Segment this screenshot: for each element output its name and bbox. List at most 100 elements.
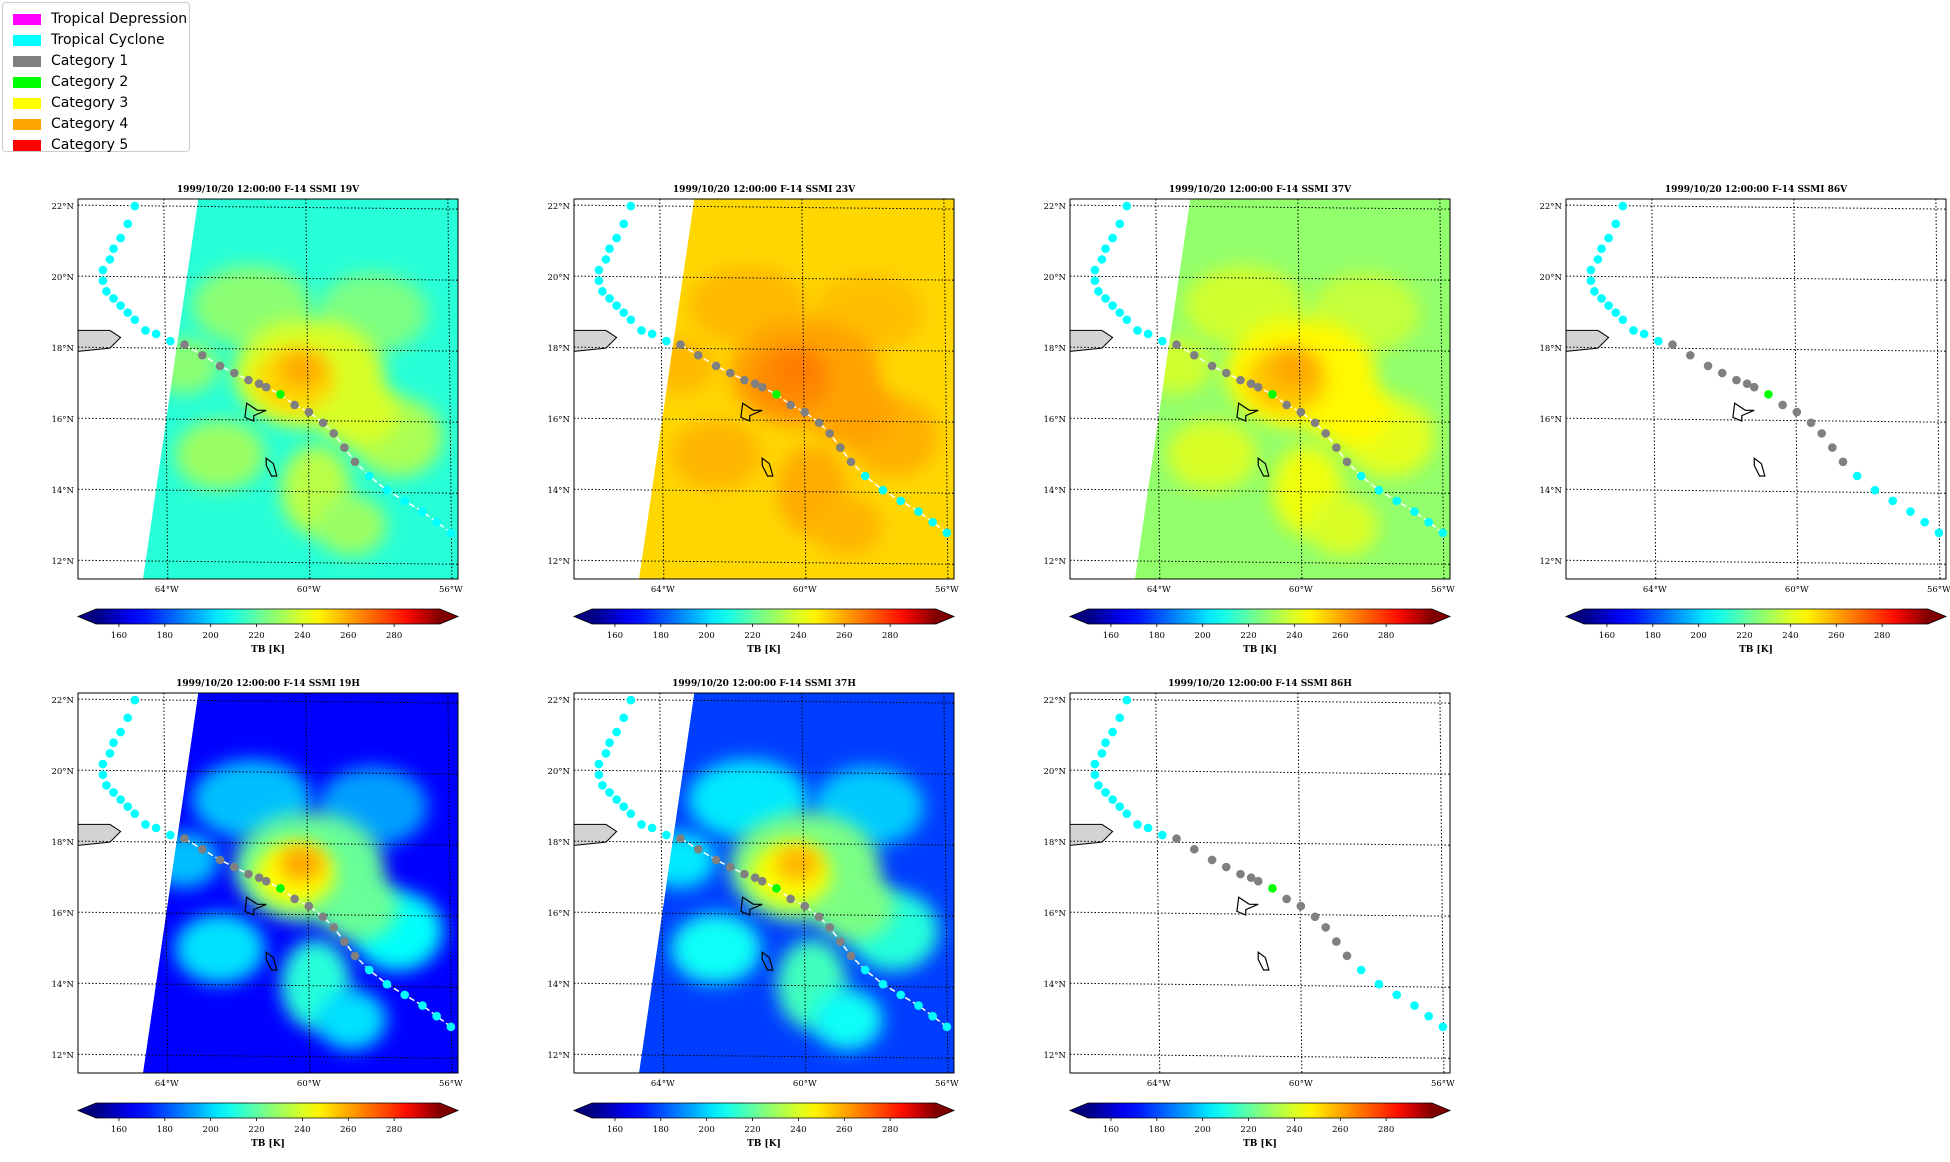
tb-feature bbox=[279, 351, 324, 388]
track-point bbox=[1172, 340, 1181, 349]
map-frame bbox=[1069, 198, 1451, 580]
track-point bbox=[1246, 873, 1256, 882]
colorbar-label: TB [K] bbox=[747, 645, 781, 655]
track-point bbox=[814, 912, 824, 922]
track-point bbox=[1888, 496, 1898, 506]
track-point bbox=[1732, 375, 1741, 385]
track-point bbox=[329, 923, 339, 932]
colorbar-tick-label: 280 bbox=[882, 631, 898, 641]
track-point bbox=[350, 951, 360, 961]
colorbar-tick-label: 160 bbox=[111, 631, 127, 641]
track-point bbox=[860, 965, 870, 975]
track-point bbox=[1438, 528, 1448, 538]
track-point bbox=[1189, 350, 1199, 360]
track-point bbox=[446, 1022, 456, 1032]
track-point bbox=[814, 418, 824, 428]
lat-tick-label: 16°N bbox=[547, 909, 570, 919]
track-point bbox=[1342, 951, 1352, 961]
track-point bbox=[290, 894, 299, 904]
track-point bbox=[626, 809, 636, 819]
track-point bbox=[605, 244, 614, 254]
legend-label: Category 1 bbox=[51, 53, 129, 69]
track-point bbox=[98, 276, 108, 285]
colorbar: 160 180 200 220 240 260 280 TB [K] bbox=[1068, 608, 1452, 655]
legend-item: Tropical Depression bbox=[13, 11, 187, 27]
track-point bbox=[626, 315, 636, 325]
tb-feature bbox=[775, 845, 820, 882]
colorbar-tick-label: 180 bbox=[1645, 631, 1661, 641]
track-point bbox=[254, 873, 264, 882]
lat-tick-label: 20°N bbox=[547, 273, 570, 283]
legend-item: Category 2 bbox=[13, 74, 128, 90]
track-legend: Tropical Depression Tropical Cyclone Categ… bbox=[2, 2, 190, 153]
track-point bbox=[180, 834, 189, 843]
track-point bbox=[130, 809, 140, 819]
legend-swatch bbox=[13, 13, 41, 25]
track-point bbox=[1590, 287, 1599, 296]
track-point bbox=[1410, 507, 1419, 516]
map-panel: 1999/10/20 12:00:00 F-14 SSMI 86H 12°N 14°… bbox=[1010, 646, 1480, 1149]
track-point bbox=[1108, 727, 1117, 737]
colorbar-label: TB [K] bbox=[1243, 645, 1277, 655]
legend-label: Tropical Cyclone bbox=[51, 32, 165, 48]
colorbar-tick-label: 220 bbox=[1240, 631, 1256, 641]
tb-feature bbox=[671, 913, 762, 984]
lat-tick-label: 18°N bbox=[1043, 344, 1066, 354]
colorbar-tick-label: 240 bbox=[294, 631, 310, 641]
track-point bbox=[676, 340, 685, 349]
track-point bbox=[304, 407, 314, 417]
lon-tick-label: 60°W bbox=[297, 585, 321, 595]
track-point bbox=[598, 287, 607, 296]
track-point bbox=[1282, 400, 1291, 410]
panel-title: 1999/10/20 12:00:00 F-14 SSMI 86V bbox=[1665, 185, 1848, 195]
track-point bbox=[619, 713, 629, 723]
legend-label: Category 2 bbox=[51, 74, 129, 90]
track-point bbox=[878, 979, 888, 989]
colorbar-tick-label: 260 bbox=[1332, 1125, 1348, 1135]
track-point bbox=[141, 820, 150, 829]
map-panel: 1999/10/20 12:00:00 F-14 SSMI 37H 12°N 14°… bbox=[514, 646, 984, 1149]
track-point bbox=[98, 759, 108, 769]
track-point bbox=[1101, 294, 1110, 303]
lon-tick-label: 56°W bbox=[1431, 585, 1455, 595]
track-point bbox=[1143, 329, 1153, 339]
track-point bbox=[601, 749, 611, 758]
lat-tick-label: 22°N bbox=[1043, 696, 1066, 706]
colorbar-tick-label: 200 bbox=[203, 631, 219, 641]
track-point bbox=[619, 802, 629, 811]
track-point bbox=[928, 517, 937, 527]
track-point bbox=[400, 496, 410, 506]
tb-feature bbox=[814, 871, 895, 942]
track-point bbox=[1268, 884, 1277, 893]
panel-title: 1999/10/20 12:00:00 F-14 SSMI 37V bbox=[1169, 185, 1352, 195]
track-point bbox=[151, 329, 161, 339]
lat-tick-label: 14°N bbox=[547, 486, 570, 496]
track-point bbox=[1207, 361, 1217, 371]
colorbar-tick-label: 200 bbox=[203, 1125, 219, 1135]
track-point bbox=[1207, 855, 1217, 865]
track-point bbox=[1122, 201, 1132, 211]
track-point bbox=[432, 517, 441, 527]
track-point bbox=[261, 876, 271, 886]
track-point bbox=[1870, 485, 1880, 495]
track-point bbox=[1133, 326, 1142, 335]
track-point bbox=[1586, 276, 1596, 285]
track-point bbox=[676, 834, 685, 843]
map-svg: 1999/10/20 12:00:00 F-14 SSMI 37H 12°N 14°… bbox=[547, 679, 959, 1149]
colorbar-tick-label: 260 bbox=[836, 1125, 852, 1135]
track-point bbox=[105, 255, 115, 264]
track-point bbox=[860, 471, 870, 481]
colorbar: 160 180 200 220 240 260 280 TB [K] bbox=[76, 608, 460, 655]
track-point bbox=[109, 294, 118, 303]
track-point bbox=[1332, 443, 1341, 452]
track-point bbox=[1838, 457, 1848, 467]
tb-feature bbox=[175, 913, 266, 984]
track-point bbox=[896, 496, 906, 506]
track-point bbox=[1122, 695, 1132, 705]
map-frame bbox=[1069, 692, 1451, 1074]
legend-item: Category 1 bbox=[13, 53, 128, 69]
map-panel: 1999/10/20 12:00:00 F-14 SSMI 23V 12°N 14°… bbox=[514, 152, 984, 655]
track-point bbox=[1611, 219, 1621, 229]
track-point bbox=[612, 795, 621, 804]
track-point bbox=[757, 876, 767, 886]
